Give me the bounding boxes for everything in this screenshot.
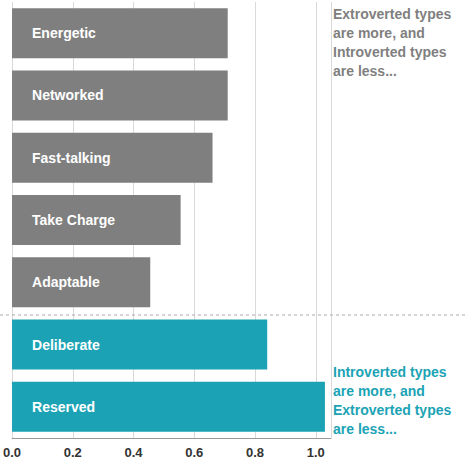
svg-text:Take Charge: Take Charge (32, 212, 115, 228)
svg-text:0.4: 0.4 (125, 445, 144, 460)
svg-text:Introverted types: Introverted types (333, 44, 450, 60)
svg-text:Networked: Networked (32, 87, 104, 103)
svg-text:Introverted types: Introverted types (333, 364, 450, 380)
svg-text:0.0: 0.0 (3, 445, 21, 460)
svg-text:Extroverted types: Extroverted types (333, 402, 455, 418)
svg-text:are more, and: are more, and (333, 25, 429, 41)
svg-text:Reserved: Reserved (32, 399, 95, 415)
svg-text:0.2: 0.2 (64, 445, 82, 460)
svg-text:Fast-talking: Fast-talking (32, 150, 111, 166)
svg-text:0.6: 0.6 (185, 445, 203, 460)
svg-text:are more, and: are more, and (333, 383, 429, 399)
svg-text:1.0: 1.0 (307, 445, 325, 460)
svg-text:Adaptable: Adaptable (32, 274, 100, 290)
svg-text:Deliberate: Deliberate (32, 337, 100, 353)
svg-text:are less...: are less... (333, 63, 397, 79)
svg-text:are less...: are less... (333, 421, 397, 437)
svg-text:Extroverted types: Extroverted types (333, 6, 455, 22)
svg-text:Energetic: Energetic (32, 25, 96, 41)
svg-text:0.8: 0.8 (246, 445, 264, 460)
